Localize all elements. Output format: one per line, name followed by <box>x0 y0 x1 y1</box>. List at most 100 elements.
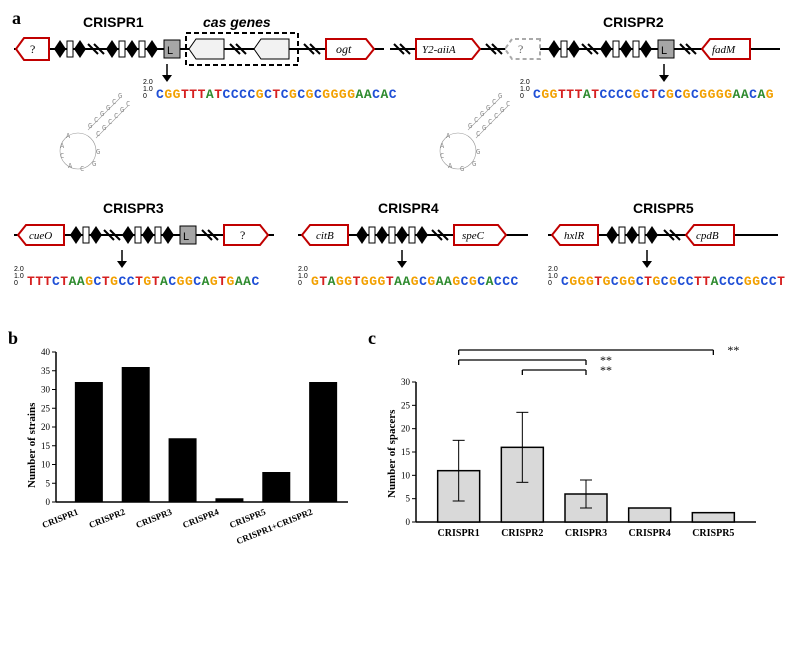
svg-text:G: G <box>106 104 110 112</box>
svg-text:CRISPR3: CRISPR3 <box>565 528 607 539</box>
svg-text:15: 15 <box>41 441 51 451</box>
svg-text:G: G <box>468 122 472 130</box>
crispr5-consensus: CGGGTGCGGCTGCGCCTTACCCGGCCT <box>561 275 785 288</box>
arrow-down-icon <box>158 64 176 82</box>
cas-genes-label: cas genes <box>203 14 271 30</box>
bits-axis-4: 2.01.00 <box>298 266 308 287</box>
crispr4-flank-right: speC <box>462 230 485 242</box>
panel-c: c Number of spacers 051015202530CRISPR1C… <box>368 328 778 578</box>
svg-text:CRISPR2: CRISPR2 <box>501 528 543 539</box>
bits-axis-5: 2.01.00 <box>548 266 558 287</box>
panel-c-chart: 0 5 10 15 20 25 30 CRISPR1 CRISPR2 CRISPR3 CRISPR4… <box>388 340 778 560</box>
panel-c-label: c <box>368 328 376 349</box>
crispr2-hairpin: GCG GCG CGC CGC AAC AGG G <box>418 86 518 186</box>
crispr5-flank-right: cpdB <box>696 230 719 242</box>
panels-bc: b Number of strains 0510152025303540CRIS… <box>8 328 779 578</box>
crispr3-consensus: TTTCTAAGCTGCCTGTACGGCAGTGAAC <box>27 275 260 288</box>
svg-text:20: 20 <box>401 424 411 434</box>
svg-text:5: 5 <box>46 478 51 488</box>
crispr3-flank-right: ? <box>240 228 245 242</box>
arrow-down-icon <box>638 250 656 268</box>
svg-text:C: C <box>80 165 84 173</box>
svg-text:CRISPR1: CRISPR1 <box>41 506 80 530</box>
leader-l-1: L <box>167 45 173 57</box>
svg-text:G: G <box>476 148 480 156</box>
svg-text:**: ** <box>600 353 612 367</box>
crispr1-flank-right: ogt <box>336 42 352 56</box>
svg-text:CRISPR1: CRISPR1 <box>438 528 480 539</box>
svg-text:G: G <box>100 110 104 118</box>
svg-text:C: C <box>476 130 480 138</box>
svg-text:A: A <box>448 162 453 170</box>
svg-text:**: ** <box>727 343 739 357</box>
svg-text:G: G <box>472 160 476 168</box>
svg-text:CRISPR5: CRISPR5 <box>692 528 734 539</box>
svg-text:CRISPR3: CRISPR3 <box>134 506 173 530</box>
crispr3-flank-left: cueO <box>29 230 52 242</box>
svg-text:G: G <box>118 92 122 100</box>
svg-text:C: C <box>112 98 116 106</box>
bits-axis-1: 2.01.00 <box>143 79 153 100</box>
svg-text:C: C <box>494 112 498 120</box>
panel-b: b Number of strains 0510152025303540CRIS… <box>8 328 348 578</box>
crispr5-locus: hxlR cpdB <box>548 218 778 252</box>
svg-text:5: 5 <box>406 494 411 504</box>
crispr2-flank-right: fadM <box>712 44 736 56</box>
crispr4-consensus: GTAGGTGGGTAAGCGAAGCGCACCC <box>311 275 519 288</box>
svg-text:CRISPR2: CRISPR2 <box>87 506 126 530</box>
svg-text:C: C <box>126 100 130 108</box>
svg-text:25: 25 <box>401 400 411 410</box>
svg-text:G: G <box>480 110 484 118</box>
svg-text:35: 35 <box>41 366 51 376</box>
svg-text:CRISPR4: CRISPR4 <box>181 506 220 530</box>
crispr1-hairpin: GCG GCG CGC CGC AAC ACG G <box>38 86 138 186</box>
svg-text:G: G <box>498 92 502 100</box>
svg-text:20: 20 <box>41 422 51 432</box>
svg-text:C: C <box>474 116 478 124</box>
svg-text:G: G <box>486 104 490 112</box>
crispr2-title: CRISPR2 <box>603 14 664 30</box>
svg-text:A: A <box>446 132 451 140</box>
crispr1-flank-left: ? <box>30 42 35 56</box>
crispr2-flank-left2: ? <box>518 42 523 56</box>
leader-l-3: L <box>183 231 189 243</box>
panel-b-chart: 0510152025303540CRISPR1CRISPR2CRISPR3CRI… <box>28 340 348 560</box>
crispr4-title: CRISPR4 <box>378 200 439 216</box>
svg-text:A: A <box>66 132 71 140</box>
crispr4-flank-left: citB <box>316 230 334 242</box>
crispr1-title: CRISPR1 <box>83 14 144 30</box>
svg-text:G: G <box>460 165 464 173</box>
svg-text:A: A <box>68 162 73 170</box>
bits-axis-2: 2.01.00 <box>520 79 530 100</box>
svg-text:30: 30 <box>401 377 411 387</box>
svg-text:10: 10 <box>401 470 411 480</box>
svg-text:G: G <box>92 160 96 168</box>
panel-b-label: b <box>8 328 18 349</box>
crispr5-flank-left: hxlR <box>564 230 584 242</box>
crispr2-flank-left: Y2-aiiA <box>422 44 456 56</box>
svg-text:25: 25 <box>41 403 51 413</box>
svg-text:G: G <box>482 124 486 132</box>
svg-text:CRISPR4: CRISPR4 <box>629 528 671 539</box>
crispr4-locus: citB speC <box>298 218 528 252</box>
arrow-down-icon <box>113 250 131 268</box>
svg-text:C: C <box>96 130 100 138</box>
svg-text:G: G <box>500 106 504 114</box>
crispr2-consensus: CGGTTTATCCCCGCTCGCGCGGGGAACAG <box>533 88 774 101</box>
svg-text:0: 0 <box>406 517 411 527</box>
svg-text:C: C <box>506 100 510 108</box>
svg-text:G: G <box>120 106 124 114</box>
svg-text:10: 10 <box>41 460 51 470</box>
svg-text:A: A <box>60 142 65 150</box>
crispr5-title: CRISPR5 <box>633 200 694 216</box>
arrow-down-icon <box>655 64 673 82</box>
crispr3-title: CRISPR3 <box>103 200 164 216</box>
svg-text:A: A <box>440 142 445 150</box>
svg-text:C: C <box>488 118 492 126</box>
svg-text:C: C <box>108 118 112 126</box>
arrow-down-icon <box>393 250 411 268</box>
svg-text:15: 15 <box>401 447 411 457</box>
svg-text:C: C <box>60 152 64 160</box>
crispr1-consensus: CGGTTTATCCCCGCTCGCGCGGGGAACAC <box>156 88 397 101</box>
svg-text:C: C <box>440 152 444 160</box>
